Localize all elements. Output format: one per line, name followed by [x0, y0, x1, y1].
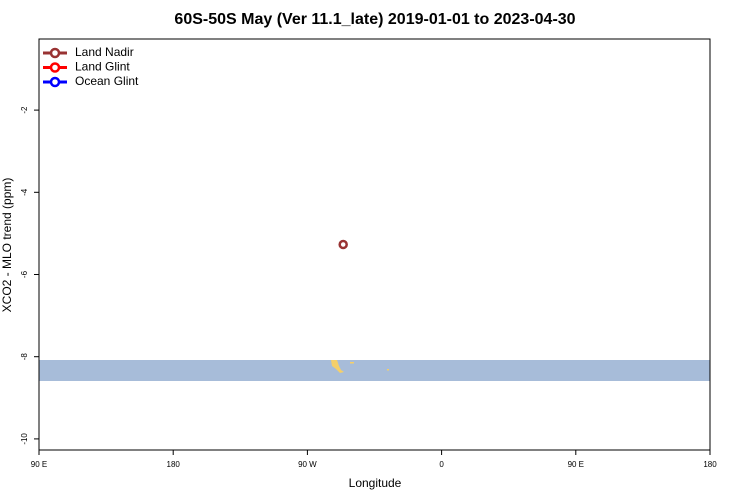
x-tick-label: 90 W: [298, 460, 317, 469]
y-tick-label: -8: [20, 353, 29, 361]
x-tick-label: 180: [167, 460, 181, 469]
x-axis-label: Longitude: [349, 476, 402, 490]
y-tick-label: -6: [20, 270, 29, 278]
data-point: [338, 239, 348, 250]
x-tick-label: 90 E: [568, 460, 584, 469]
legend-marker: [49, 76, 61, 88]
ocean-band: [39, 360, 710, 381]
legend-label: Land Glint: [75, 60, 130, 74]
legend-label: Land Nadir: [75, 45, 134, 59]
y-tick-label: -4: [20, 188, 29, 196]
legend-marker: [49, 47, 61, 59]
x-tick-label: 0: [439, 460, 444, 469]
land: [331, 360, 344, 373]
y-tick-label: -10: [20, 433, 29, 445]
x-tick-label: 180: [703, 460, 717, 469]
legend-marker: [49, 62, 61, 73]
land: [387, 369, 389, 371]
land: [350, 362, 354, 364]
x-tick-label: 90 E: [31, 460, 47, 469]
map-background: [39, 360, 710, 381]
chart-title: 60S-50S May (Ver 11.1_late) 2019-01-01 t…: [174, 11, 575, 28]
y-axis-label: XCO2 - MLO trend (ppm): [0, 178, 14, 313]
plot-frame: [38, 38, 711, 451]
y-tick-label: -2: [20, 106, 29, 114]
legend-label: Ocean Glint: [75, 74, 139, 88]
